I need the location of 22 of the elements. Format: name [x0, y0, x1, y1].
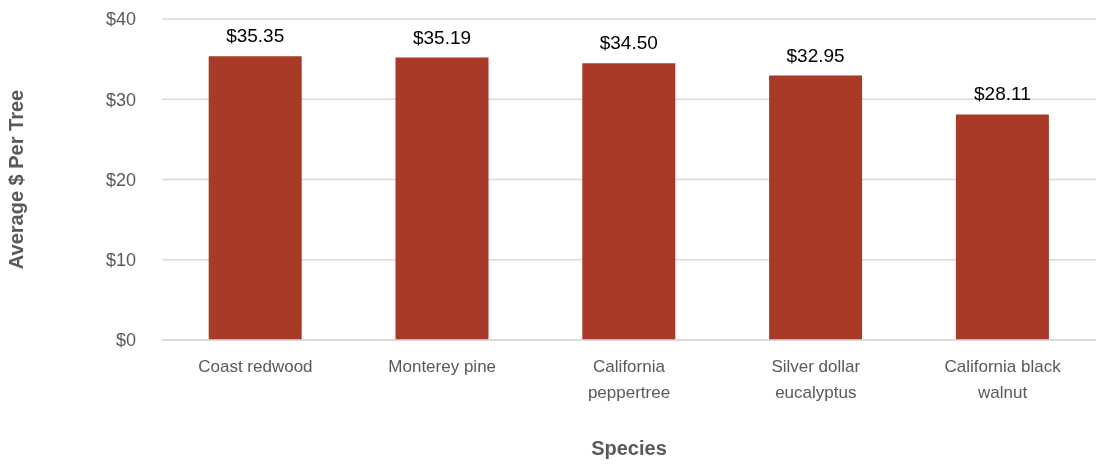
data-label: $32.95 [786, 44, 845, 66]
y-tick-label: $20 [105, 169, 136, 190]
data-label: $35.19 [412, 26, 472, 48]
bar [769, 75, 863, 340]
y-tick-label: $10 [105, 250, 136, 271]
x-tick-label: California peppertree [587, 357, 671, 403]
y-tick-label: $40 [105, 9, 136, 30]
bar [208, 56, 302, 340]
y-axis-title: Average $ Per Tree [5, 89, 28, 270]
bar [582, 63, 676, 340]
x-tick-label: Silver dollar eucalyptus [771, 357, 861, 403]
bar [395, 57, 489, 340]
data-label: $34.50 [599, 32, 658, 54]
data-label: $35.35 [226, 25, 285, 47]
bar [955, 114, 1049, 340]
x-tick-label: California black walnut [944, 357, 1062, 403]
y-tick-label: $0 [115, 330, 136, 351]
x-axis-title: Species [591, 437, 667, 459]
x-tick-label: Monterey pine [388, 357, 497, 377]
y-tick-label: $30 [105, 89, 136, 110]
x-tick-label: Coast redwood [198, 357, 313, 377]
data-label: $28.11 [974, 83, 1031, 105]
